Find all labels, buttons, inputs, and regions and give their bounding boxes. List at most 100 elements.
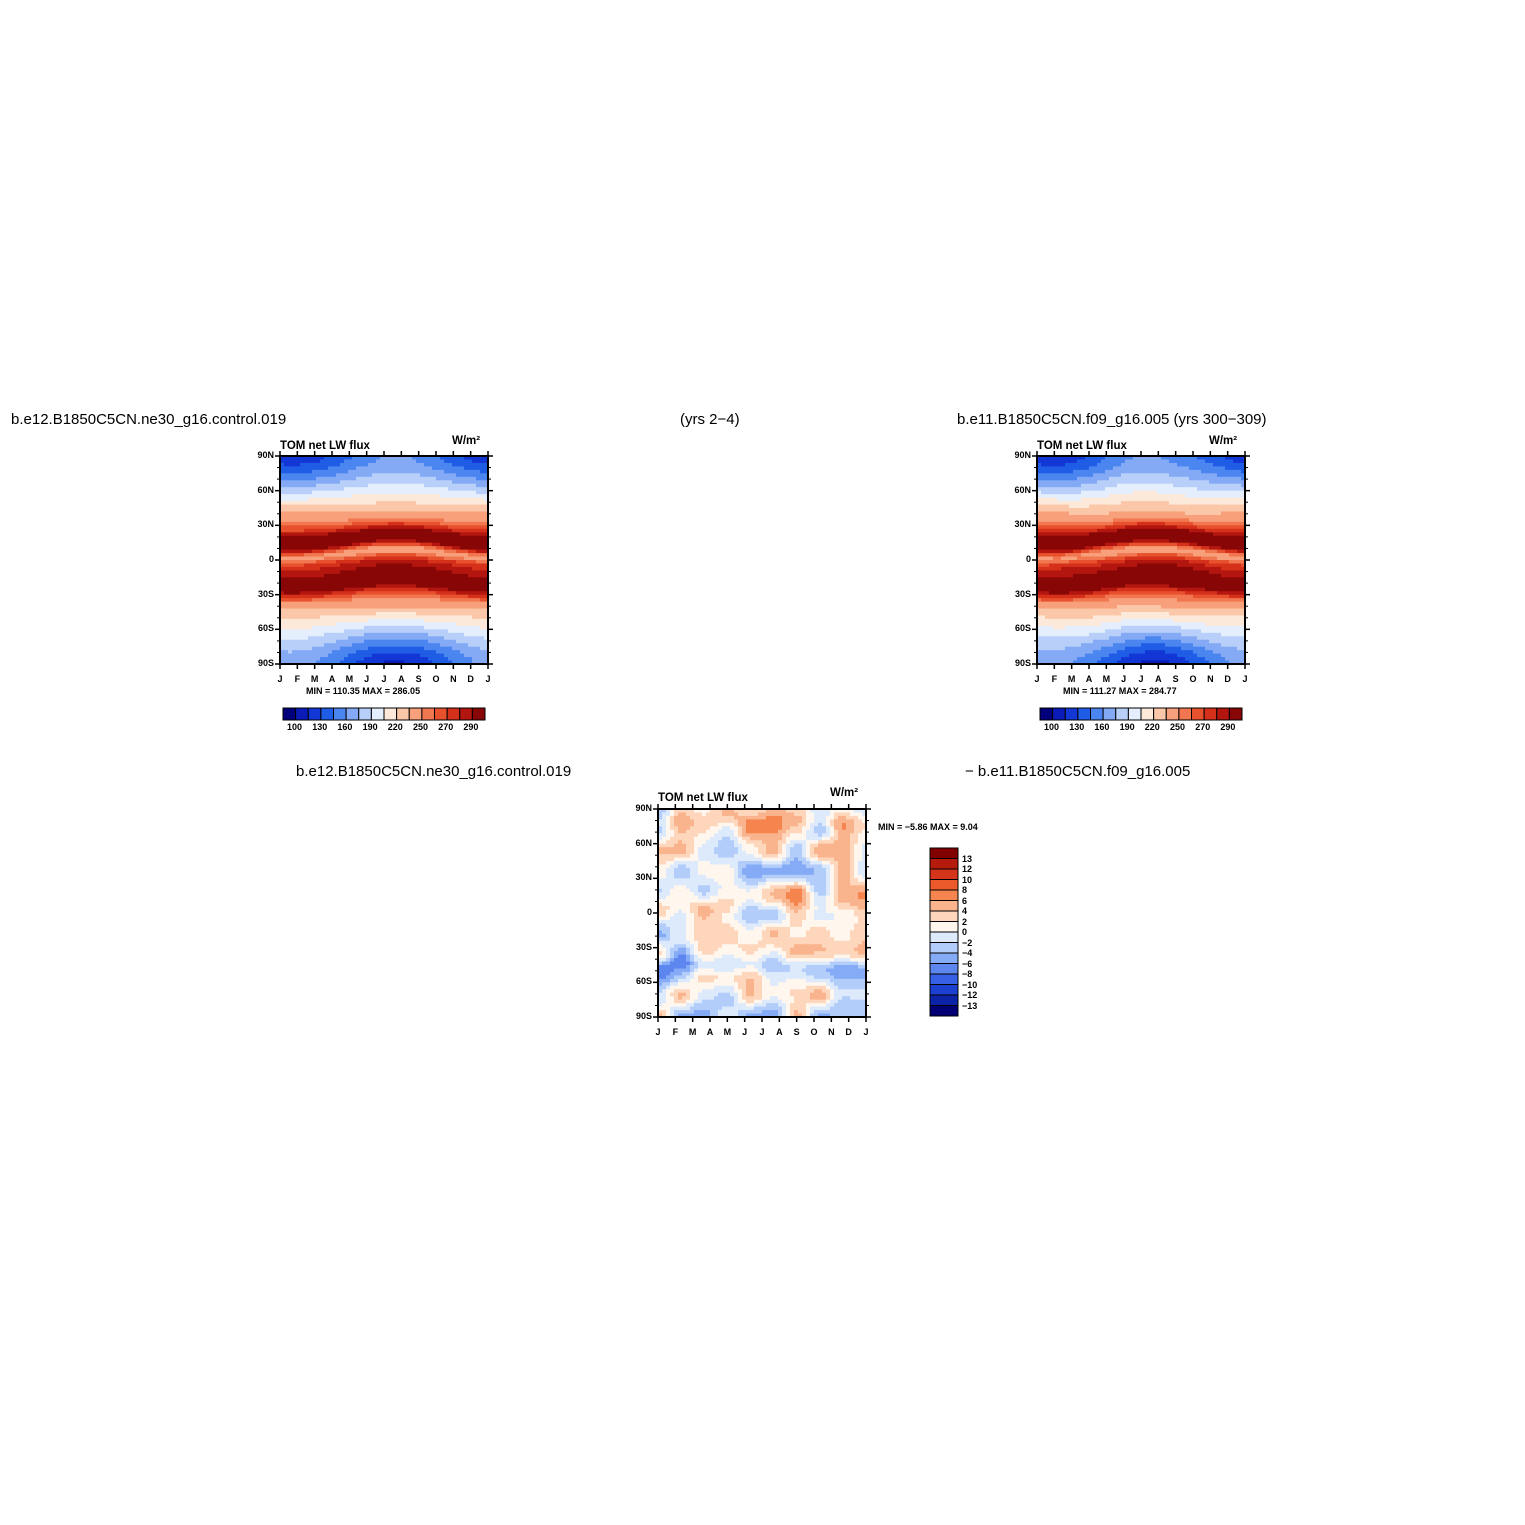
heatmap-cell <box>316 643 321 648</box>
heatmap-cell <box>1077 497 1082 502</box>
heatmap-cell <box>444 573 449 578</box>
heatmap-cell <box>344 639 349 644</box>
heatmap-cell <box>356 643 361 648</box>
heatmap-cell <box>408 487 413 492</box>
heatmap-cell <box>416 577 421 582</box>
heatmap-cell <box>1105 462 1110 467</box>
heatmap-cell <box>1153 563 1158 568</box>
heatmap-cell <box>1105 591 1110 596</box>
heatmap-cell <box>312 490 317 495</box>
heatmap-cell <box>388 497 393 502</box>
heatmap-cell <box>396 660 401 665</box>
heatmap-cell <box>420 591 425 596</box>
heatmap-cell <box>368 591 373 596</box>
heatmap-cell <box>436 514 441 519</box>
heatmap-cell <box>456 587 461 592</box>
heatmap-cell <box>1081 469 1086 474</box>
heatmap-cell <box>440 487 445 492</box>
heatmap-cell <box>472 501 477 506</box>
heatmap-cell <box>380 615 385 620</box>
heatmap-cell <box>1053 539 1058 544</box>
heatmap-cell <box>380 525 385 530</box>
heatmap-cell <box>1125 643 1130 648</box>
heatmap-cell <box>420 459 425 464</box>
heatmap-cell <box>328 608 333 613</box>
heatmap-cell <box>396 591 401 596</box>
heatmap-cell <box>312 501 317 506</box>
heatmap-cell <box>360 594 365 599</box>
heatmap-cell <box>328 612 333 617</box>
heatmap-cell <box>1129 577 1134 582</box>
heatmap-cell <box>1097 549 1102 554</box>
heatmap-cell <box>1041 618 1046 623</box>
heatmap-cell <box>412 525 417 530</box>
heatmap-cell <box>452 570 457 575</box>
heatmap-cell <box>332 608 337 613</box>
heatmap-cell <box>1045 501 1050 506</box>
heatmap-cell <box>456 577 461 582</box>
heatmap-cell <box>404 528 409 533</box>
heatmap-cell <box>1065 483 1070 488</box>
heatmap-cell <box>320 632 325 637</box>
heatmap-cell <box>1077 598 1082 603</box>
heatmap-cell <box>1105 660 1110 665</box>
heatmap-cell <box>372 560 377 565</box>
heatmap-cell <box>1081 497 1086 502</box>
heatmap-cell <box>460 594 465 599</box>
heatmap-cell <box>1049 563 1054 568</box>
heatmap-cell <box>428 508 433 513</box>
heatmap-cell <box>300 539 305 544</box>
heatmap-cell <box>312 494 317 499</box>
heatmap-cell <box>1149 525 1154 530</box>
heatmap-cell <box>1041 560 1046 565</box>
heatmap-cell <box>1089 546 1094 551</box>
heatmap-cell <box>388 546 393 551</box>
heatmap-cell <box>328 566 333 571</box>
heatmap-cell <box>404 629 409 634</box>
heatmap-cell <box>444 501 449 506</box>
heatmap-cell <box>352 615 357 620</box>
heatmap-cell <box>280 553 285 558</box>
heatmap-cell <box>400 456 405 461</box>
heatmap-cell <box>1073 591 1078 596</box>
heatmap-cell <box>384 525 389 530</box>
heatmap-cell <box>288 508 293 513</box>
heatmap-cell <box>384 580 389 585</box>
heatmap-cell <box>1041 570 1046 575</box>
heatmap-cell <box>400 573 405 578</box>
heatmap-cell <box>412 646 417 651</box>
heatmap-cell <box>320 580 325 585</box>
heatmap-cell <box>1133 657 1138 662</box>
heatmap-cell <box>384 532 389 537</box>
heatmap-cell <box>1077 546 1082 551</box>
heatmap-cell <box>464 598 469 603</box>
heatmap-cell <box>344 612 349 617</box>
heatmap-cell <box>1077 639 1082 644</box>
heatmap-cell <box>420 466 425 471</box>
heatmap-cell <box>348 560 353 565</box>
heatmap-cell <box>460 629 465 634</box>
heatmap-cell <box>1145 643 1150 648</box>
heatmap-cell <box>288 618 293 623</box>
heatmap-cell <box>1117 456 1122 461</box>
heatmap-cell <box>452 511 457 516</box>
heatmap-cell <box>336 601 341 606</box>
heatmap-cell <box>460 514 465 519</box>
heatmap-cell <box>1145 459 1150 464</box>
heatmap-cell <box>392 643 397 648</box>
heatmap-cell <box>380 539 385 544</box>
heatmap-cell <box>444 539 449 544</box>
heatmap-cell <box>448 501 453 506</box>
heatmap-cell <box>436 456 441 461</box>
heatmap-cell <box>344 625 349 630</box>
heatmap-cell <box>356 514 361 519</box>
heatmap-cell <box>280 636 285 641</box>
heatmap-cell <box>1065 514 1070 519</box>
heatmap-cell <box>480 473 485 478</box>
heatmap-cell <box>1065 566 1070 571</box>
heatmap-cell <box>1105 497 1110 502</box>
heatmap-cell <box>304 490 309 495</box>
heatmap-cell <box>1097 480 1102 485</box>
heatmap-cell <box>1153 518 1158 523</box>
heatmap-cell <box>1113 473 1118 478</box>
